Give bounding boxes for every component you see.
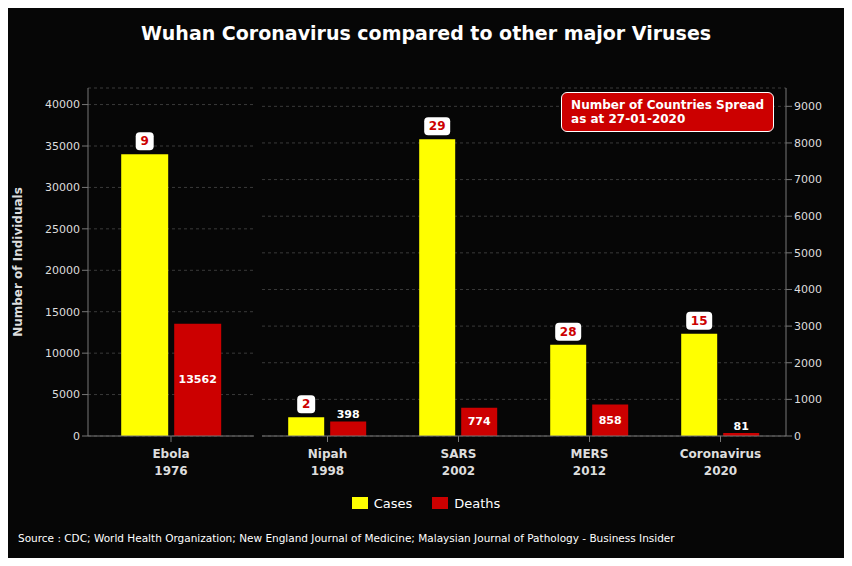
svg-text:1000: 1000 xyxy=(794,393,822,406)
svg-text:8000: 8000 xyxy=(794,137,822,150)
html-text:Deaths: Deaths xyxy=(454,495,501,511)
svg-text:858: 858 xyxy=(599,414,622,427)
svg-text:30000: 30000 xyxy=(45,181,80,194)
svg-text:5000: 5000 xyxy=(52,388,80,401)
svg-text:0: 0 xyxy=(794,430,801,443)
svg-text:10000: 10000 xyxy=(45,347,80,360)
html-text:Cases: Cases xyxy=(373,495,413,511)
svg-text:SARS2002: SARS2002 xyxy=(441,447,477,478)
svg-text:35000: 35000 xyxy=(45,140,80,153)
svg-text:13562: 13562 xyxy=(179,373,217,386)
html-text:Number of Countries Spread as: Number of Countries Spread as at 27-01-2… xyxy=(571,98,764,126)
svg-text:4000: 4000 xyxy=(794,283,822,296)
svg-text:9: 9 xyxy=(141,134,149,148)
svg-text:3000: 3000 xyxy=(794,320,822,333)
svg-text:28: 28 xyxy=(560,325,577,339)
svg-text:Number of Individuals: Number of Individuals xyxy=(11,187,25,337)
svg-text:20000: 20000 xyxy=(45,264,80,277)
html-text:Source : CDC; World Health Org: Source : CDC; World Health Organization;… xyxy=(18,532,675,544)
svg-text:774: 774 xyxy=(468,415,491,428)
svg-text:5000: 5000 xyxy=(794,247,822,260)
svg-text:9000: 9000 xyxy=(794,100,822,113)
svg-text:MERS2012: MERS2012 xyxy=(570,447,608,478)
svg-text:Nipah1998: Nipah1998 xyxy=(308,447,347,478)
svg-text:Coronavirus2020: Coronavirus2020 xyxy=(680,447,761,478)
svg-text:15000: 15000 xyxy=(45,306,80,319)
svg-text:2000: 2000 xyxy=(794,357,822,370)
svg-text:15: 15 xyxy=(691,314,708,328)
svg-text:40000: 40000 xyxy=(45,98,80,111)
svg-text:29: 29 xyxy=(429,119,446,133)
svg-text:Ebola1976: Ebola1976 xyxy=(152,447,189,478)
svg-text:6000: 6000 xyxy=(794,210,822,223)
svg-text:25000: 25000 xyxy=(45,223,80,236)
svg-text:7000: 7000 xyxy=(794,173,822,186)
svg-text:81: 81 xyxy=(734,420,749,433)
svg-text:398: 398 xyxy=(337,408,360,421)
svg-text:2: 2 xyxy=(302,397,310,411)
svg-text:0: 0 xyxy=(73,430,80,443)
html-text:Wuhan Coronavirus compared to: Wuhan Coronavirus compared to other majo… xyxy=(140,22,712,44)
